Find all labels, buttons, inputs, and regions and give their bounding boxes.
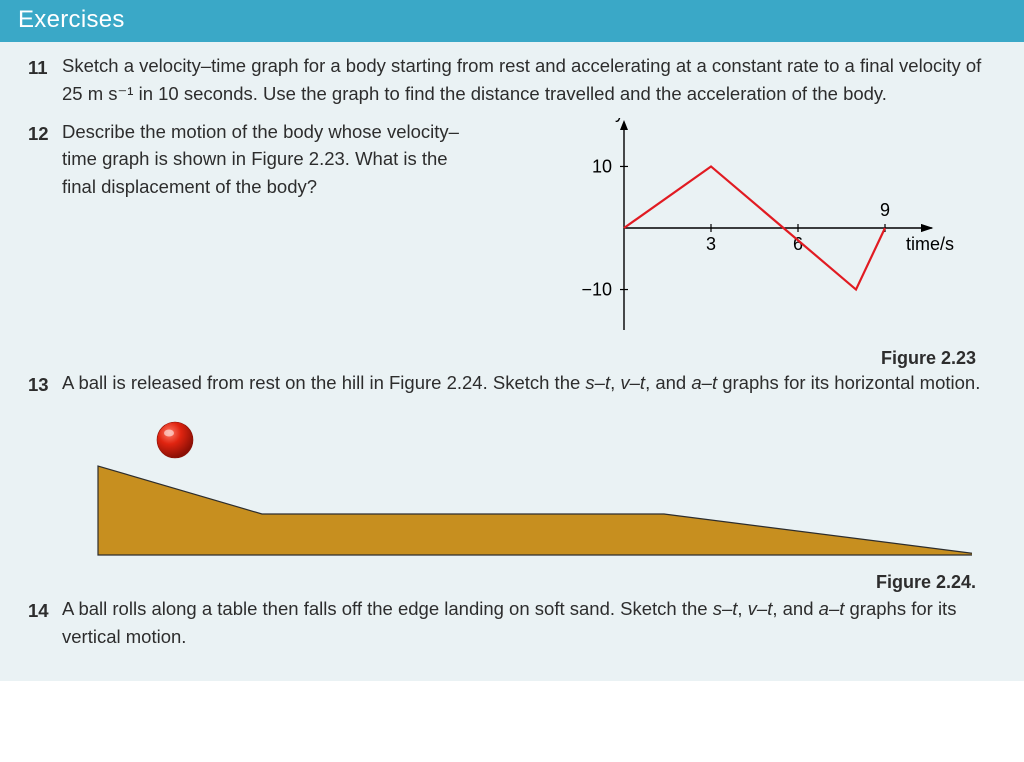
exercise-text: Describe the motion of the body whose ve… xyxy=(62,121,459,198)
st-label: s–t xyxy=(713,598,738,619)
svg-text:10: 10 xyxy=(592,156,612,176)
exercise-text-b: graphs for its horizontal motion. xyxy=(717,372,980,393)
exercise-number: 12 xyxy=(28,118,62,148)
exercise-text: Sketch a velocity–time graph for a body … xyxy=(62,55,981,104)
exercise-11: 11 Sketch a velocity–time graph for a bo… xyxy=(28,52,996,108)
svg-text:3: 3 xyxy=(706,234,716,254)
svg-text:9: 9 xyxy=(880,200,890,220)
exercise-12: 12 Describe the motion of the body whose… xyxy=(28,118,996,338)
vt-label: v–t xyxy=(620,372,645,393)
and-label: , and xyxy=(772,598,818,619)
exercise-body: Sketch a velocity–time graph for a body … xyxy=(62,52,996,108)
page-container: Exercises 11 Sketch a velocity–time grap… xyxy=(0,0,1024,681)
figure-2-24-wrap xyxy=(62,408,996,568)
comma: , xyxy=(610,372,620,393)
figure-2-23-chart: 36910−10velocity/m s⁻¹time/s xyxy=(494,118,954,338)
exercise-text-block: Describe the motion of the body whose ve… xyxy=(62,118,482,201)
svg-text:time/s: time/s xyxy=(906,234,954,254)
exercise-body: A ball is released from rest on the hill… xyxy=(62,369,996,397)
exercise-number: 14 xyxy=(28,595,62,625)
exercise-text-a: A ball rolls along a table then falls of… xyxy=(62,598,713,619)
figure-2-23-caption: Figure 2.23 xyxy=(28,348,976,369)
comma: , xyxy=(737,598,747,619)
figure-2-24-caption: Figure 2.24. xyxy=(28,572,976,593)
exercise-text-a: A ball is released from rest on the hill… xyxy=(62,372,585,393)
at-label: a–t xyxy=(691,372,717,393)
st-label: s–t xyxy=(585,372,610,393)
figure-2-23-wrap: 36910−10velocity/m s⁻¹time/s xyxy=(494,118,996,338)
svg-text:velocity/m s⁻¹: velocity/m s⁻¹ xyxy=(564,118,674,122)
at-label: a–t xyxy=(819,598,845,619)
exercise-body: Describe the motion of the body whose ve… xyxy=(62,118,996,338)
exercise-number: 11 xyxy=(28,52,62,82)
and-label: , and xyxy=(645,372,691,393)
exercise-body: A ball rolls along a table then falls of… xyxy=(62,595,996,651)
content-area: 11 Sketch a velocity–time graph for a bo… xyxy=(0,42,1024,681)
figure-2-24-illustration xyxy=(62,408,972,568)
header-title: Exercises xyxy=(18,6,125,33)
svg-text:−10: −10 xyxy=(581,279,612,299)
exercises-header: Exercises xyxy=(0,0,1024,42)
exercise-number: 13 xyxy=(28,369,62,399)
exercise-13: 13 A ball is released from rest on the h… xyxy=(28,369,996,399)
vt-label: v–t xyxy=(748,598,773,619)
exercise-14: 14 A ball rolls along a table then falls… xyxy=(28,595,996,651)
